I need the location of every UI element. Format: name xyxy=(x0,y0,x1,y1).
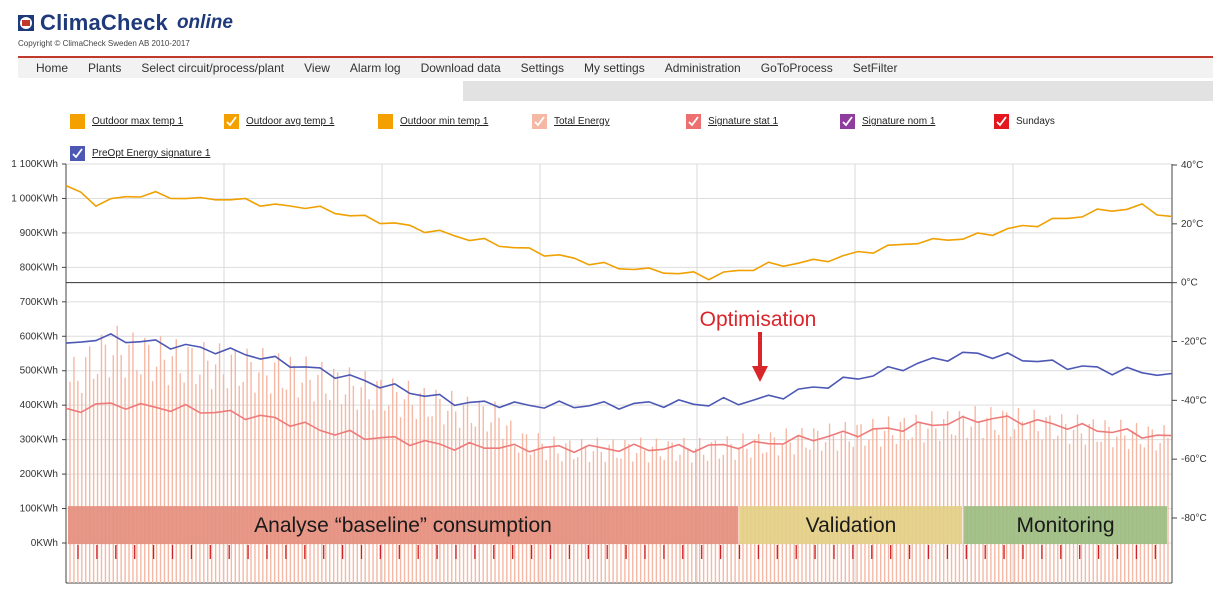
left-tick-label: 1 100KWh xyxy=(11,159,58,170)
nav-my-settings[interactable]: My settings xyxy=(584,61,645,75)
copyright-text: Copyright © ClimaCheck Sweden AB 2010-20… xyxy=(18,39,190,48)
left-tick-label: 800KWh xyxy=(20,262,58,273)
optimisation-arrow-head xyxy=(752,366,768,382)
series-line xyxy=(65,402,1173,454)
right-tick-label: 0°C xyxy=(1181,278,1198,289)
right-tick-label: -80°C xyxy=(1181,513,1207,524)
series-lines xyxy=(65,184,1173,454)
phase-label: Analyse “baseline” consumption xyxy=(254,514,552,537)
legend-preopt-signature[interactable]: PreOpt Energy signature 1 xyxy=(70,146,210,161)
nav-select-circuit[interactable]: Select circuit/process/plant xyxy=(141,61,285,75)
checkbox-checked-icon[interactable] xyxy=(686,114,701,129)
optimisation-label: Optimisation xyxy=(700,308,817,331)
total-energy-bars xyxy=(69,325,1169,583)
nav-administration[interactable]: Administration xyxy=(664,61,741,75)
checkbox-checked-icon[interactable] xyxy=(994,114,1009,129)
right-tick-label: 20°C xyxy=(1181,219,1203,230)
left-tick-label: 400KWh xyxy=(20,400,58,411)
nav-gotoprocess[interactable]: GoToProcess xyxy=(760,61,833,75)
legend-label: Total Energy xyxy=(554,116,610,127)
series-line xyxy=(65,184,1173,281)
left-tick-label: 0KWh xyxy=(31,538,58,549)
main-nav: Home Plants Select circuit/process/plant… xyxy=(18,58,1213,78)
legend-label: PreOpt Energy signature 1 xyxy=(92,148,211,159)
checkbox-checked-icon[interactable] xyxy=(224,114,239,129)
legend-label: Signature nom 1 xyxy=(862,116,936,127)
phase-bands: Analyse “baseline” consumption Validation… xyxy=(68,506,1167,545)
phase-band xyxy=(68,506,738,545)
nav-settings[interactable]: Settings xyxy=(520,61,565,75)
nav-download-data[interactable]: Download data xyxy=(420,61,501,75)
right-tick-label: -40°C xyxy=(1181,395,1207,406)
logo-suffix: online xyxy=(176,12,233,33)
checkbox-checked-icon[interactable] xyxy=(840,114,855,129)
legend-signature-nom[interactable]: Signature nom 1 xyxy=(840,114,935,129)
phase-label: Validation xyxy=(806,514,897,537)
nav-plants[interactable]: Plants xyxy=(88,61,122,75)
sunday-markers xyxy=(77,545,1156,559)
right-axis: 40°C 20°C 0°C -20°C -40°C -60°C -80°C xyxy=(1172,160,1207,524)
legend-sundays[interactable]: Sundays xyxy=(994,114,1055,129)
left-axis: 1 100KWh 1 000KWh 900KWh 800KWh 700KWh 600KWh… xyxy=(11,159,66,549)
checkbox-icon[interactable] xyxy=(378,114,393,129)
series-line xyxy=(65,333,1173,410)
left-tick-label: 200KWh xyxy=(20,469,58,480)
energy-chart: Analyse “baseline” consumption Validation… xyxy=(11,159,1207,584)
nav-alarm-log[interactable]: Alarm log xyxy=(349,61,401,75)
nav-setfilter[interactable]: SetFilter xyxy=(852,61,898,75)
right-tick-label: 40°C xyxy=(1181,160,1203,171)
legend-outdoor-min[interactable]: Outdoor min temp 1 xyxy=(378,114,488,129)
legend-outdoor-avg[interactable]: Outdoor avg temp 1 xyxy=(224,114,334,129)
nav-view[interactable]: View xyxy=(304,61,330,75)
legend-label: Outdoor max temp 1 xyxy=(92,116,184,127)
legend-label: Signature stat 1 xyxy=(708,116,779,127)
left-tick-label: 300KWh xyxy=(20,435,58,446)
legend-label: Outdoor avg temp 1 xyxy=(246,116,335,127)
logo-name: ClimaCheck xyxy=(40,10,168,35)
left-tick-label: 700KWh xyxy=(20,297,58,308)
filter-bar xyxy=(463,81,1213,101)
phase-band xyxy=(740,506,962,545)
legend-label: Outdoor min temp 1 xyxy=(400,116,489,127)
left-tick-label: 1 000KWh xyxy=(11,193,58,204)
legend-signature-stat[interactable]: Signature stat 1 xyxy=(686,114,778,129)
checkbox-checked-icon[interactable] xyxy=(70,146,85,161)
right-tick-label: -20°C xyxy=(1181,337,1207,348)
legend-total-energy[interactable]: Total Energy xyxy=(532,114,610,129)
logo-icon xyxy=(18,15,34,31)
checkbox-checked-icon[interactable] xyxy=(532,114,547,129)
legend-outdoor-max[interactable]: Outdoor max temp 1 xyxy=(70,114,183,129)
legend-label: Sundays xyxy=(1016,116,1055,127)
nav-divider xyxy=(18,56,1213,58)
left-tick-label: 500KWh xyxy=(20,366,58,377)
phase-band xyxy=(964,506,1167,545)
optimisation-annotation: Optimisation xyxy=(700,308,817,382)
right-tick-label: -60°C xyxy=(1181,454,1207,465)
climacheck-logo: ClimaCheck online xyxy=(18,10,233,36)
left-tick-label: 900KWh xyxy=(20,228,58,239)
left-tick-label: 100KWh xyxy=(20,504,58,515)
phase-label: Monitoring xyxy=(1016,514,1114,537)
nav-home[interactable]: Home xyxy=(36,61,69,75)
checkbox-icon[interactable] xyxy=(70,114,85,129)
left-tick-label: 600KWh xyxy=(20,331,58,342)
